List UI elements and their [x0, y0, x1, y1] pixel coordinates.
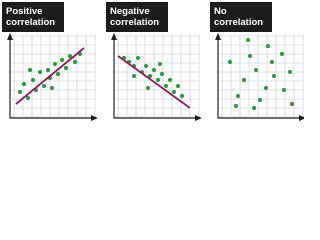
label-box: [210, 2, 272, 32]
dot: [269, 59, 275, 65]
arrow: [91, 115, 98, 121]
dot: [263, 85, 269, 91]
dot: [52, 61, 58, 67]
dot: [245, 37, 251, 43]
dot: [227, 59, 233, 65]
diagram: PositivecorrelationNegativecorrelationNo…: [2, 2, 304, 121]
dot: [45, 67, 51, 73]
dot: [67, 53, 73, 59]
grid: [11, 34, 96, 118]
trend-line: [15, 47, 85, 105]
dot: [143, 63, 149, 69]
dot: [49, 85, 55, 91]
panel-label: correlation: [214, 17, 263, 28]
dot: [147, 73, 153, 79]
panel-label: correlation: [110, 17, 159, 28]
dot: [21, 81, 27, 87]
axes: [217, 36, 303, 119]
dot: [281, 87, 287, 93]
dot: [155, 77, 161, 83]
panel-label: correlation: [6, 17, 55, 28]
dot: [247, 53, 253, 59]
dot: [167, 77, 173, 83]
dot: [271, 73, 277, 79]
dot: [253, 67, 259, 73]
dot: [279, 51, 285, 57]
dot: [25, 95, 31, 101]
dot: [72, 59, 78, 65]
dot: [233, 103, 239, 109]
dot: [55, 71, 61, 77]
dot: [131, 73, 137, 79]
dot: [175, 83, 181, 89]
trend-line: [117, 55, 191, 109]
dot: [289, 101, 295, 107]
dot: [30, 77, 36, 83]
dot: [145, 85, 151, 91]
dot: [171, 89, 177, 95]
dot: [265, 43, 271, 49]
arrow: [7, 33, 13, 40]
dot: [241, 77, 247, 83]
dot: [41, 83, 47, 89]
dot: [27, 67, 33, 73]
arrow: [299, 115, 304, 121]
axes: [9, 36, 95, 119]
dot: [17, 89, 23, 95]
axes: [113, 36, 199, 119]
dot: [135, 55, 141, 61]
label-box: [106, 2, 168, 32]
panel-label: No: [214, 6, 227, 17]
page: Positive correlation Negative correlation No…: [0, 0, 304, 125]
arrow: [215, 33, 221, 40]
dot: [179, 93, 185, 99]
dot: [159, 71, 165, 77]
arrow: [195, 115, 202, 121]
dot: [235, 93, 241, 99]
dot: [37, 69, 43, 75]
panel-label: Negative: [110, 6, 150, 17]
arrow: [111, 33, 117, 40]
label-box: [2, 2, 64, 32]
dot: [287, 69, 293, 75]
dot: [151, 67, 157, 73]
dot: [59, 57, 65, 63]
panel-label: Positive: [6, 6, 42, 17]
dot: [163, 83, 169, 89]
dot: [257, 97, 263, 103]
dot: [63, 65, 69, 71]
dot: [251, 105, 257, 111]
dot: [157, 61, 163, 67]
